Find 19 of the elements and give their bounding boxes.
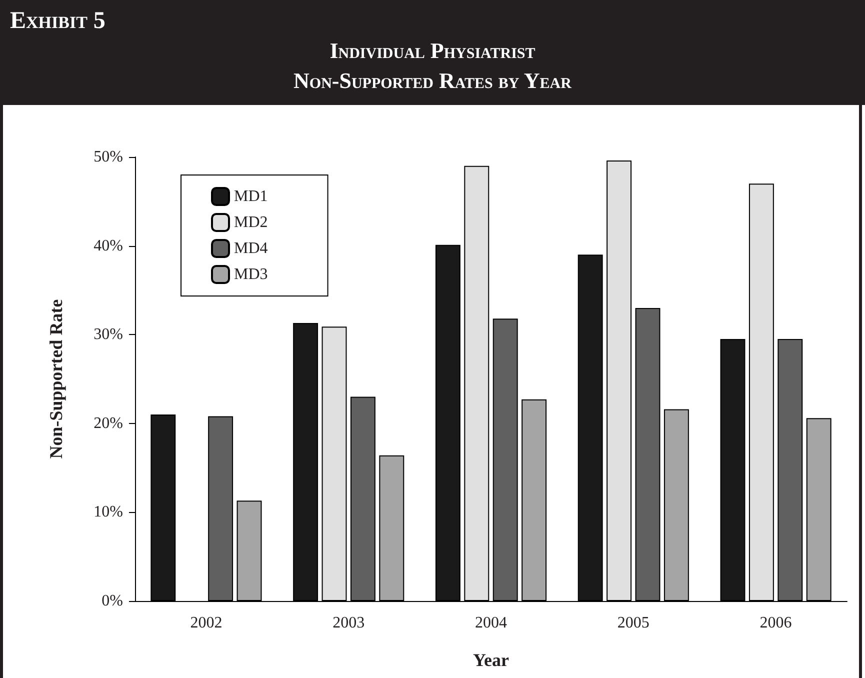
legend-label: MD3 bbox=[234, 266, 268, 283]
y-tick-label: 50% bbox=[94, 148, 123, 166]
y-tick-label: 0% bbox=[102, 592, 123, 610]
y-axis-title: Non-Supported Rate bbox=[46, 299, 66, 459]
y-tick-label: 20% bbox=[94, 414, 123, 432]
x-tick-label: 2005 bbox=[617, 614, 650, 632]
x-tick-label: 2006 bbox=[760, 614, 792, 632]
y-tick-label: 30% bbox=[94, 326, 123, 344]
x-tick-label: 2002 bbox=[190, 614, 222, 632]
chart-title: Individual Physiatrist Non-Supported Rates by Year bbox=[292, 37, 573, 95]
x-tick-label: 2003 bbox=[332, 614, 365, 632]
legend-label: MD1 bbox=[234, 188, 268, 205]
x-tick-label: 2004 bbox=[475, 614, 507, 632]
x-axis-title: Year bbox=[473, 650, 509, 670]
text: Exhibit 5 bbox=[10, 8, 106, 35]
legend-label: MD2 bbox=[234, 214, 268, 231]
y-tick-label: 40% bbox=[94, 237, 123, 254]
y-tick-label: 10% bbox=[94, 504, 123, 521]
legend-label: MD4 bbox=[234, 240, 268, 257]
